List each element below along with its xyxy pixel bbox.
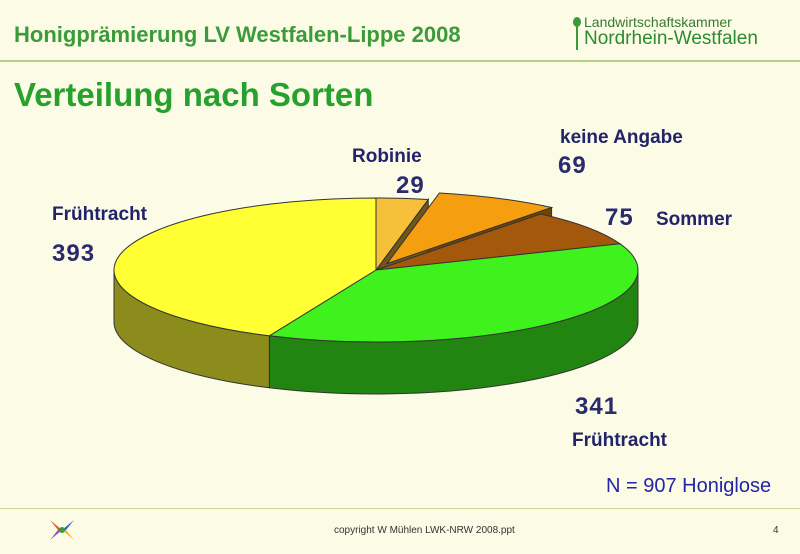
label-robinie-name: Robinie [352, 146, 422, 167]
label-sommer-name: Sommer [656, 209, 733, 230]
pie-slice-2 [375, 213, 622, 271]
logo-line1: Landwirtschaftskammer [584, 14, 732, 30]
pie-slice-3 [267, 243, 639, 343]
footer-logo-icon [50, 520, 74, 540]
label-sommer-value: 75 [605, 204, 634, 231]
label-keine-angabe-value: 69 [558, 152, 587, 179]
footer-divider [0, 508, 800, 509]
label-fruehtracht-left-value: 393 [52, 240, 96, 267]
leaf-icon [573, 17, 581, 50]
label-robinie-value: 29 [396, 172, 425, 199]
sample-size-note: N = 907 Honiglose [606, 475, 772, 497]
pie-slice-1 [385, 192, 554, 265]
copyright-text: copyright W Mühlen LWK-NRW 2008.ppt [334, 525, 515, 536]
header-divider [0, 60, 800, 62]
label-fruehtracht-left-name: Frühtracht [52, 204, 147, 225]
lwk-logo: Landwirtschaftskammer Nordrhein-Westfale… [570, 12, 790, 52]
label-fruehtracht-right-value: 341 [575, 393, 619, 420]
header-title: Honigprämierung LV Westfalen-Lippe 2008 [14, 22, 461, 47]
label-keine-angabe-name: keine Angabe [560, 127, 683, 148]
page-number: 4 [773, 525, 779, 536]
label-fruehtracht-right-name: Frühtracht [572, 430, 667, 451]
logo-line2: Nordrhein-Westfalen [584, 28, 758, 49]
page-title: Verteilung nach Sorten [14, 76, 374, 113]
pie-slice-4 [113, 197, 377, 337]
